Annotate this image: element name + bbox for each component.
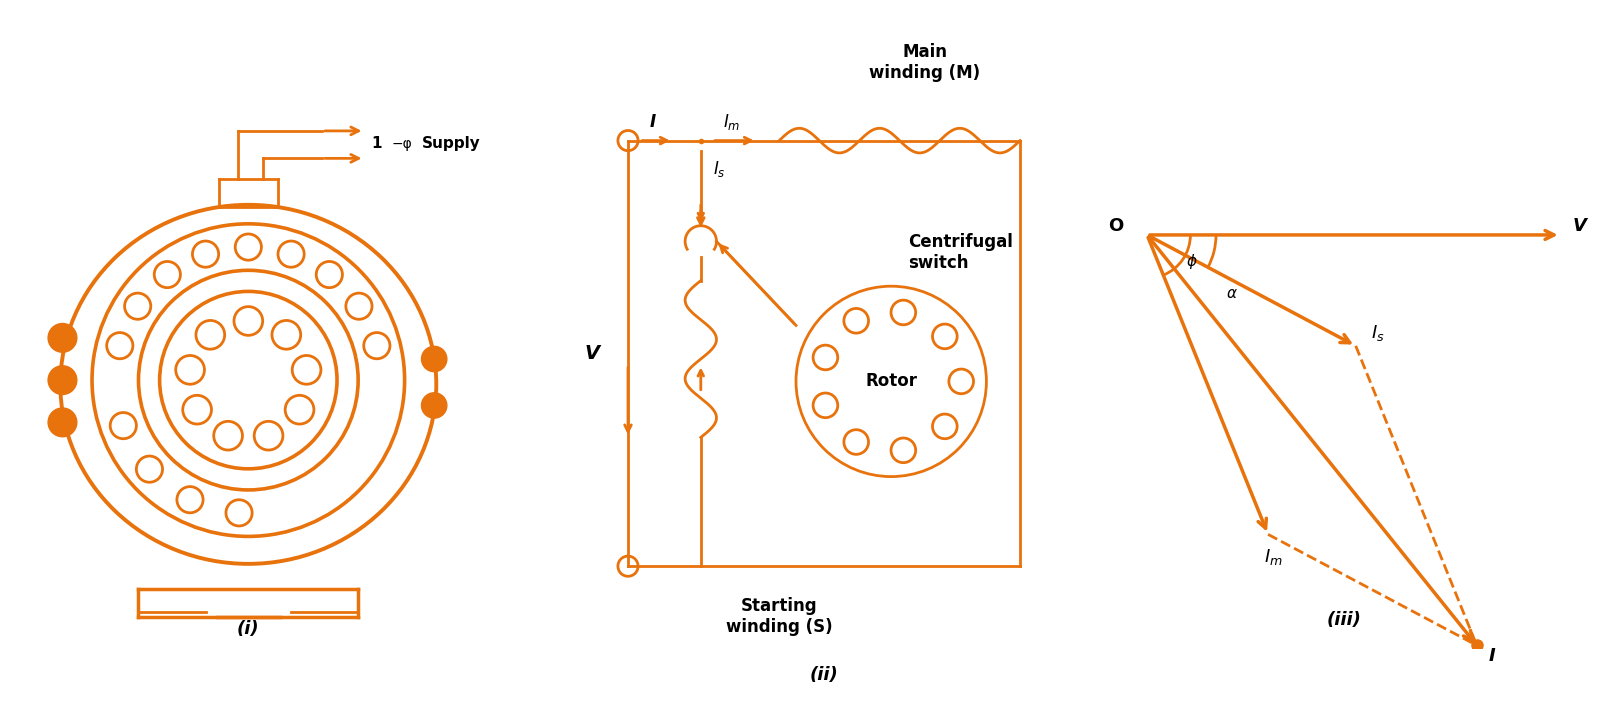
Text: 1: 1	[371, 136, 381, 151]
Text: Starting
winding (S): Starting winding (S)	[726, 597, 832, 636]
Text: O: O	[1107, 217, 1123, 235]
Circle shape	[421, 393, 446, 418]
Text: Main
winding (M): Main winding (M)	[869, 43, 981, 82]
Text: $\phi$: $\phi$	[1187, 253, 1198, 271]
Circle shape	[48, 324, 77, 353]
Text: Rotor: Rotor	[866, 373, 917, 391]
Text: Centrifugal
switch: Centrifugal switch	[909, 233, 1013, 272]
Text: $I_s$: $I_s$	[1371, 323, 1386, 343]
Text: (iii): (iii)	[1326, 611, 1362, 629]
Text: (ii): (ii)	[810, 666, 838, 684]
Text: (i): (i)	[237, 620, 259, 638]
Circle shape	[48, 365, 77, 394]
Text: Supply: Supply	[421, 136, 480, 151]
Text: $I_m$: $I_m$	[1264, 547, 1283, 567]
Text: −φ: −φ	[392, 136, 413, 151]
Text: $\alpha$: $\alpha$	[1226, 286, 1238, 301]
Text: V: V	[584, 344, 598, 363]
Circle shape	[421, 346, 446, 372]
Circle shape	[48, 408, 77, 437]
Text: $I_m$: $I_m$	[723, 111, 741, 131]
Text: $I_s$: $I_s$	[714, 159, 726, 180]
Text: V: V	[1573, 217, 1586, 235]
Text: I: I	[1488, 647, 1496, 665]
Text: I: I	[650, 113, 656, 131]
